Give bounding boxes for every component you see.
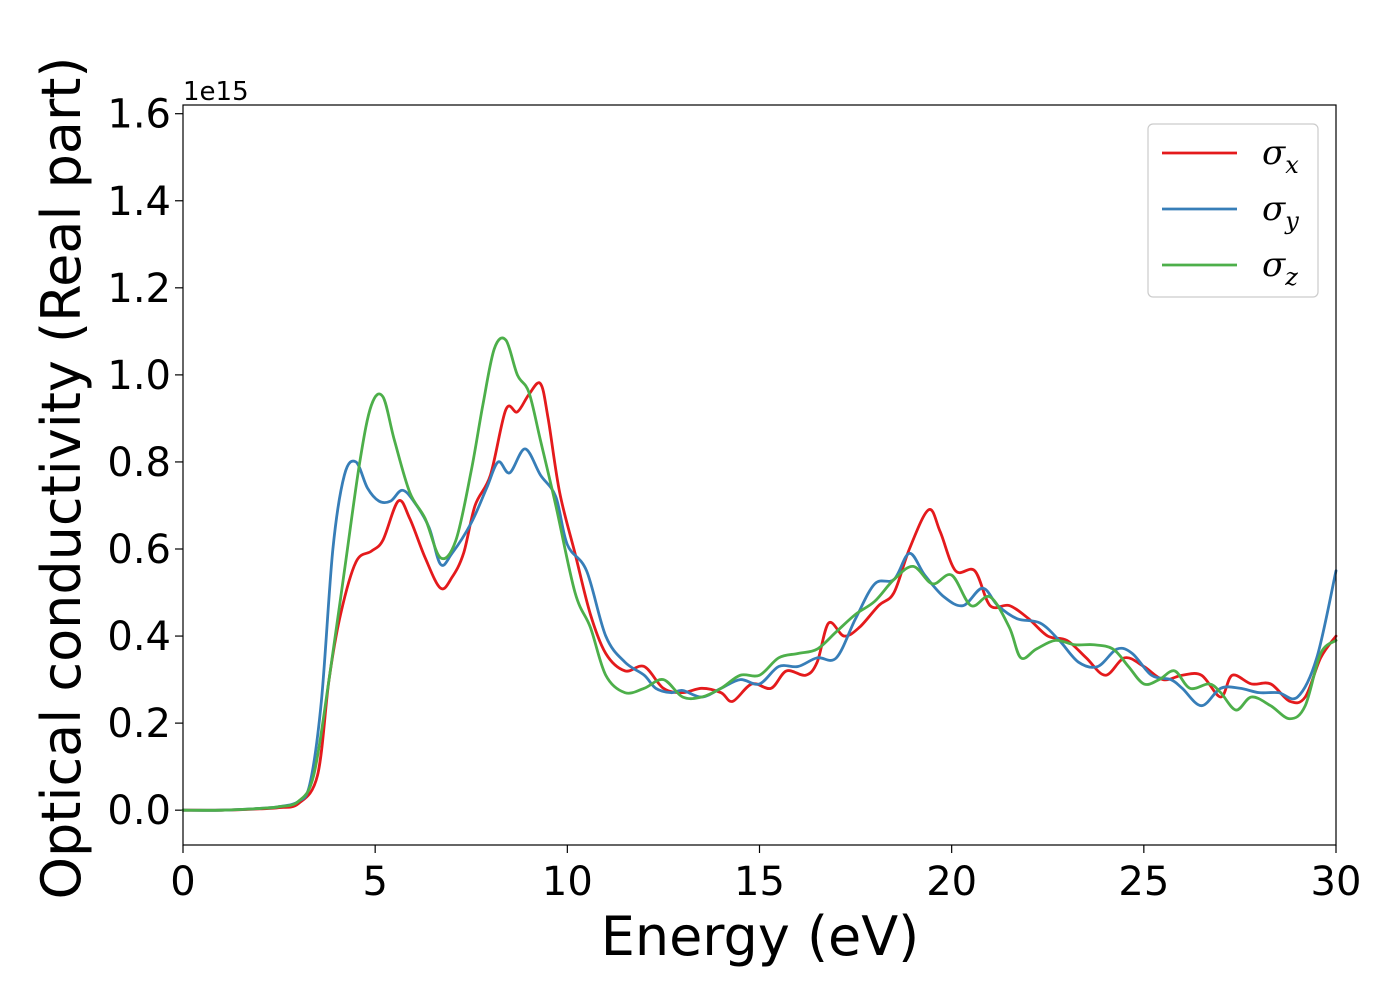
legend-label-y: σy	[1262, 189, 1299, 235]
plot-frame	[182, 104, 1337, 846]
y-tick-label: 0.0	[107, 788, 171, 834]
x-tick-label: 10	[542, 859, 593, 905]
series-layer	[181, 336, 1338, 812]
series-line-x	[181, 381, 1338, 812]
legend-label-z: σz	[1262, 245, 1298, 291]
y-offset-label: 1e15	[183, 77, 249, 107]
x-tick-label: 25	[1118, 859, 1169, 905]
y-tick-label: 1.4	[107, 179, 171, 225]
y-tick-label: 0.8	[107, 440, 171, 486]
y-tick-label: 1.6	[107, 92, 171, 138]
x-axis-title: Energy (eV)	[601, 905, 920, 968]
x-tick-label: 0	[170, 859, 195, 905]
x-tick-label: 20	[926, 859, 977, 905]
x-tick-label: 5	[362, 859, 387, 905]
legend-box	[1147, 123, 1319, 298]
y-tick-label: 1.2	[107, 266, 171, 312]
y-tick-label: 0.6	[107, 527, 171, 573]
x-axis-ticks: 0 5 10 15 20 25 30	[170, 845, 1361, 905]
x-tick-label: 30	[1311, 859, 1362, 905]
y-axis-ticks: 0.0 0.2 0.4 0.6 0.8 1.0 1.2 1.4 1.6	[107, 92, 183, 834]
series-line-y	[181, 447, 1338, 812]
legend: σx σy σz	[1147, 123, 1319, 298]
series-line-z	[181, 336, 1338, 812]
x-tick-label: 15	[734, 859, 785, 905]
y-tick-label: 1.0	[107, 353, 171, 399]
legend-label-x: σx	[1262, 133, 1299, 179]
y-axis-title: Optical conductivity (Real part)	[30, 57, 93, 900]
y-tick-label: 0.4	[107, 614, 171, 660]
y-tick-label: 0.2	[107, 701, 171, 747]
